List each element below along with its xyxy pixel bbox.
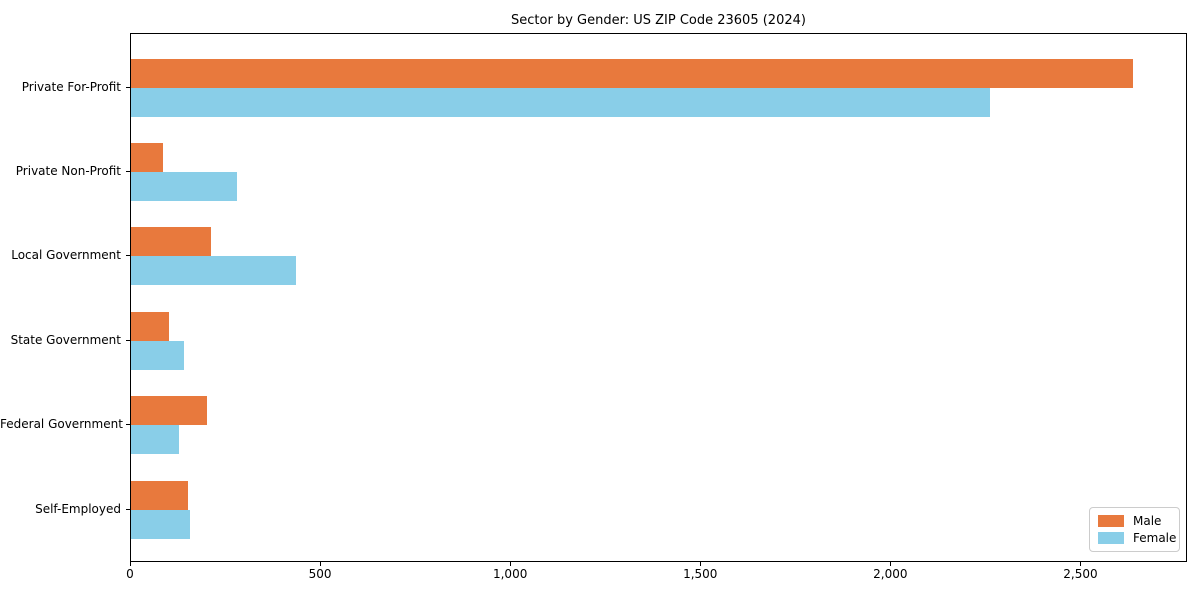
x-tick-mark: [1080, 562, 1082, 566]
y-axis-label-federal-government: Federal Government: [0, 417, 123, 432]
x-tick-label-2500: 2,500: [1063, 567, 1098, 581]
legend-swatch-male: [1098, 515, 1124, 527]
x-tick-mark: [130, 562, 131, 566]
bar-male-private-for-profit: [131, 58, 1133, 88]
y-tick-mark: [126, 255, 130, 257]
bar-male-state-government: [131, 311, 170, 341]
y-tick-mark: [126, 171, 130, 172]
y-tick-mark: [126, 508, 130, 510]
x-tick-label-1000: 1,000: [492, 567, 528, 581]
x-tick-label-0: 0: [126, 567, 134, 581]
x-tick-mark: [700, 562, 702, 566]
x-tick-mark: [510, 562, 512, 566]
y-axis-label-private-for-profit: Private For-Profit: [21, 79, 121, 94]
y-axis-label-private-non-profit: Private Non-Profit: [15, 164, 121, 178]
legend-swatch-female: [1098, 532, 1124, 544]
chart-title: Sector by Gender: US ZIP Code 23605 (202…: [511, 13, 806, 28]
x-tick-mark: [320, 562, 322, 566]
plot-area: [130, 33, 1187, 562]
bar-female-private-for-profit: [131, 87, 991, 117]
bar-male-self-employed: [131, 480, 189, 510]
bar-female-local-government: [131, 256, 297, 286]
x-tick-label-1500: 1,500: [683, 567, 718, 581]
bar-male-local-government: [131, 227, 211, 257]
bar-female-federal-government: [131, 425, 179, 455]
x-tick-label-500: 500: [308, 567, 332, 581]
x-tick-mark: [890, 562, 892, 566]
y-tick-mark: [126, 424, 130, 426]
legend-label-female: Female: [1133, 531, 1177, 545]
y-axis-label-state-government: State Government: [10, 332, 121, 347]
bar-male-private-non-profit: [131, 143, 164, 172]
y-tick-mark: [126, 86, 130, 88]
bar-female-private-non-profit: [131, 172, 238, 201]
y-axis-label-self-employed: Self-Employed: [35, 501, 121, 516]
legend-item-female: Female: [1098, 530, 1176, 546]
bar-female-self-employed: [131, 509, 190, 539]
x-tick-label-2000: 2,000: [873, 567, 908, 581]
legend: Male Female: [1089, 507, 1180, 552]
bar-female-state-government: [131, 340, 185, 370]
bar-male-federal-government: [131, 396, 208, 426]
legend-label-male: Male: [1133, 514, 1162, 528]
y-axis-label-local-government: Local Government: [11, 248, 121, 263]
y-tick-mark: [126, 339, 130, 341]
legend-item-male: Male: [1098, 513, 1171, 529]
